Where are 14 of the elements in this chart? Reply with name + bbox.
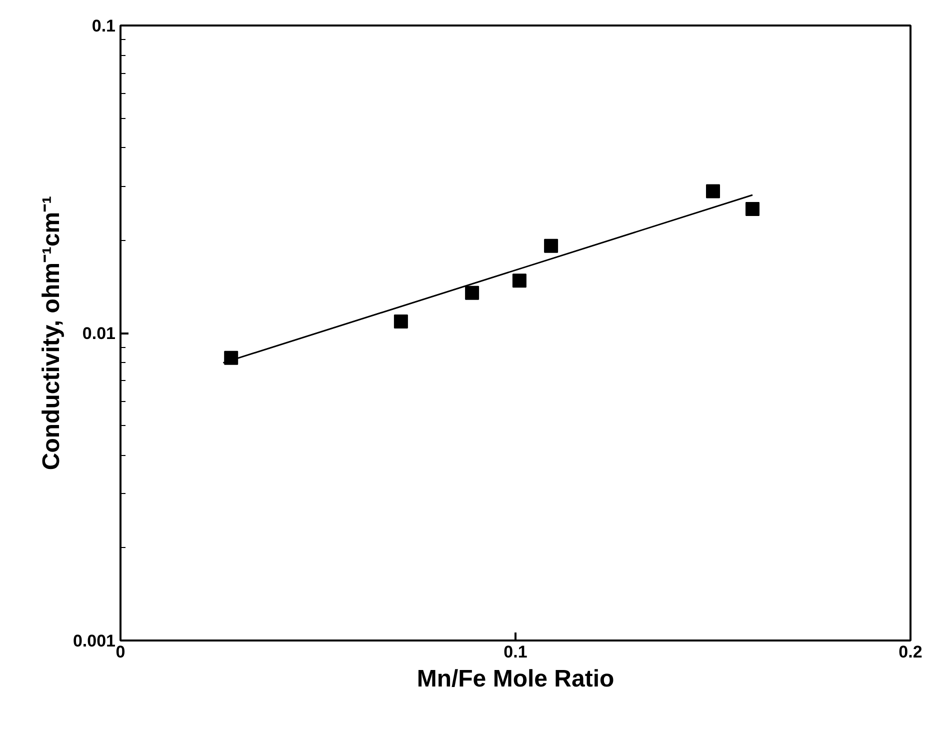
- point: [544, 238, 558, 253]
- point: [465, 286, 480, 300]
- x-tick-label: 0.1: [504, 642, 528, 662]
- x-axis-title: Mn/Fe Mole Ratio: [416, 666, 614, 692]
- x-tick-label: 0: [116, 642, 126, 662]
- point: [706, 184, 720, 198]
- point: [394, 314, 408, 328]
- point: [746, 202, 760, 216]
- y-tick-label: 0.001: [72, 632, 116, 650]
- y-tick-label: 0.01: [82, 324, 116, 343]
- y-axis-title: Conductivity, ohm⁻¹cm⁻¹: [38, 196, 65, 470]
- point: [512, 274, 526, 288]
- x-tick-label: 0.2: [898, 642, 922, 662]
- y-tick-label: 0.1: [92, 16, 116, 36]
